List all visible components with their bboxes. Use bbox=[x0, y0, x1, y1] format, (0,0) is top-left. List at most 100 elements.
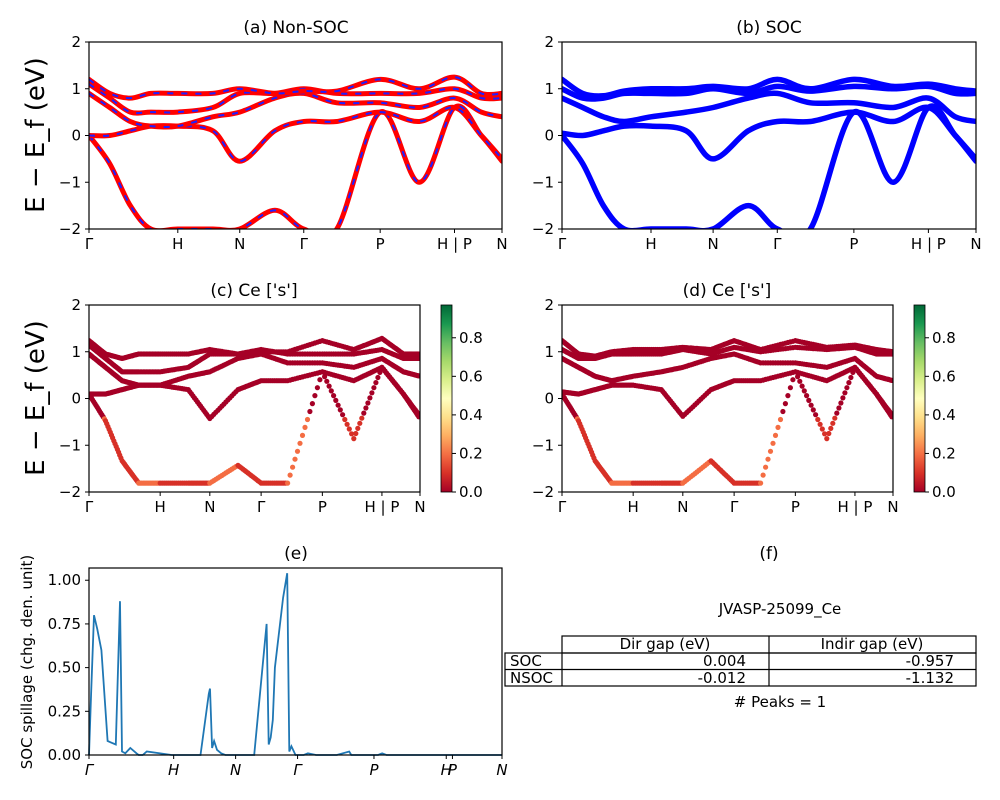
panel-e-xtick-label: P bbox=[448, 761, 458, 779]
panel-d-xtick-label: H bbox=[628, 498, 639, 516]
panel-d-point bbox=[817, 421, 823, 427]
panel-d-point bbox=[813, 412, 819, 418]
panel-b-plot: −2 −1 0 1 2 Γ H N Γ P H | P N bbox=[532, 33, 982, 253]
panel-c-ytick-label: 1 bbox=[71, 343, 81, 361]
panel-b-ytick-label: 1 bbox=[544, 80, 554, 98]
panel-c-point bbox=[297, 440, 303, 446]
panel-d-point bbox=[787, 385, 794, 391]
panel-d-ytick-label: 0 bbox=[544, 390, 554, 408]
panel-d-point bbox=[782, 401, 789, 407]
spillage-line bbox=[88, 573, 502, 756]
panel-c-point bbox=[416, 355, 420, 361]
panel-a-bands bbox=[89, 74, 502, 229]
panel-d-point bbox=[846, 380, 852, 386]
panel-c-point bbox=[304, 416, 311, 423]
panel-e-xtick-label: N bbox=[496, 761, 507, 779]
panel-c-point bbox=[416, 351, 420, 357]
panel-c-point bbox=[359, 415, 365, 421]
table-row-soc-dir: 0.004 bbox=[703, 652, 746, 670]
panel-c-point bbox=[307, 408, 313, 415]
panel-b-xtick-label: H | P bbox=[911, 235, 946, 253]
panel-c-xtick-label: H | P bbox=[364, 498, 399, 516]
panel-d-point bbox=[826, 430, 832, 437]
panel-c-point bbox=[344, 421, 350, 427]
table-row-nsoc-label: NSOC bbox=[510, 669, 553, 687]
colorbar-d-tick-label: 0.2 bbox=[932, 444, 956, 462]
panel-b-ytick-label: −2 bbox=[532, 220, 554, 238]
panel-b-xtick-label: P bbox=[849, 235, 858, 253]
panel-b-xtick-label: H bbox=[645, 235, 656, 253]
panel-e-xtick-label: P bbox=[369, 761, 379, 779]
panel-c-point bbox=[346, 426, 352, 432]
panel-e-xtick-label: H bbox=[441, 761, 452, 779]
panel-d-point bbox=[848, 374, 854, 381]
panel-d-ytick-label: −1 bbox=[532, 436, 554, 454]
panel-c-plot: −2 −1 0 1 2 Γ H N Γ P H | P N bbox=[59, 296, 426, 516]
panel-d-point bbox=[828, 425, 834, 431]
panel-e-xtick-label: N bbox=[230, 761, 241, 779]
panel-d-xtick-label: N bbox=[677, 498, 688, 516]
panel-c-point bbox=[361, 410, 367, 416]
panel-a-ytick-label: 1 bbox=[71, 80, 81, 98]
panel-c-xtick-label: H bbox=[155, 498, 166, 516]
panel-c-point bbox=[302, 424, 308, 430]
energy-ylabel-mid: E − E_f (eV) bbox=[21, 320, 51, 476]
panel-c-point bbox=[324, 378, 330, 384]
panel-e-title: (e) bbox=[284, 544, 308, 564]
panel-c-ytick-label: 0 bbox=[71, 390, 81, 408]
panel-d-ytick-label: −2 bbox=[532, 483, 554, 501]
colorbar-d-tick-label: 0.8 bbox=[932, 329, 956, 347]
panel-d-xtick-label: N bbox=[887, 498, 898, 516]
panel-d-point bbox=[815, 416, 821, 423]
panel-c-point bbox=[335, 402, 341, 408]
table-row-soc-indir: -0.957 bbox=[906, 652, 954, 670]
panel-c-point bbox=[365, 400, 371, 406]
panel-d-point bbox=[842, 390, 848, 396]
panel-d-point bbox=[840, 395, 846, 401]
panel-f-title: (f) bbox=[759, 544, 778, 564]
panel-c-point bbox=[369, 390, 375, 396]
panel-c-point bbox=[292, 456, 298, 462]
panel-d-point bbox=[775, 424, 781, 430]
panel-c-point bbox=[363, 405, 369, 411]
panel-e-xtick-label: Γ bbox=[85, 761, 95, 779]
panel-b-ytick-label: 2 bbox=[544, 33, 554, 51]
panel-d-point bbox=[760, 472, 766, 478]
panel-b-title: (b) SOC bbox=[736, 18, 802, 38]
panel-d-point bbox=[822, 431, 828, 437]
panel-d-point bbox=[770, 440, 776, 446]
colorbar-d-tick-label: 0.4 bbox=[932, 406, 956, 424]
panel-e-ytick-label: 0.75 bbox=[48, 615, 81, 633]
panel-c-point bbox=[331, 393, 337, 399]
colorbar-d-tick-label: 0.0 bbox=[932, 483, 956, 501]
panel-d-point bbox=[836, 405, 842, 411]
panel-d-point bbox=[804, 393, 810, 399]
panel-d-xtick-label: Γ bbox=[558, 498, 567, 516]
panel-e-ytick-label: 0.50 bbox=[48, 659, 81, 677]
panel-c-point bbox=[309, 401, 315, 407]
panel-e-plot: 0.000.250.500.751.00Γ H N Γ P HP N bbox=[48, 567, 508, 779]
panel-d-point bbox=[765, 456, 771, 462]
panel-d-point bbox=[810, 407, 816, 413]
panel-d-point bbox=[808, 402, 814, 408]
panel-d-point bbox=[790, 377, 796, 383]
panel-a-xtick-label: N bbox=[234, 235, 245, 253]
panel-d-point bbox=[830, 420, 836, 426]
colorbar-c-tick-label: 0.6 bbox=[459, 367, 483, 385]
panel-a-ytick-label: 2 bbox=[71, 33, 81, 51]
panel-b-ytick-label: 0 bbox=[544, 127, 554, 145]
panel-d-ytick-label: 1 bbox=[544, 343, 554, 361]
panel-c-point bbox=[333, 397, 339, 403]
band-b-0 bbox=[562, 103, 976, 229]
panel-d-point bbox=[785, 393, 791, 399]
panel-c-point bbox=[337, 407, 343, 413]
panel-c-point bbox=[367, 395, 373, 401]
panel-d-point bbox=[780, 408, 786, 415]
panel-d-plot: −2 −1 0 1 2 Γ H N Γ P H | P N bbox=[532, 296, 899, 516]
panel-b-bands bbox=[562, 76, 976, 229]
panel-c-point bbox=[314, 385, 320, 391]
panel-c-point bbox=[290, 464, 296, 470]
panel-e-ytick-label: 0.25 bbox=[48, 702, 81, 720]
colorbar-c-tick-label: 0.2 bbox=[459, 444, 483, 462]
colorbar-c-gradient bbox=[440, 304, 453, 493]
